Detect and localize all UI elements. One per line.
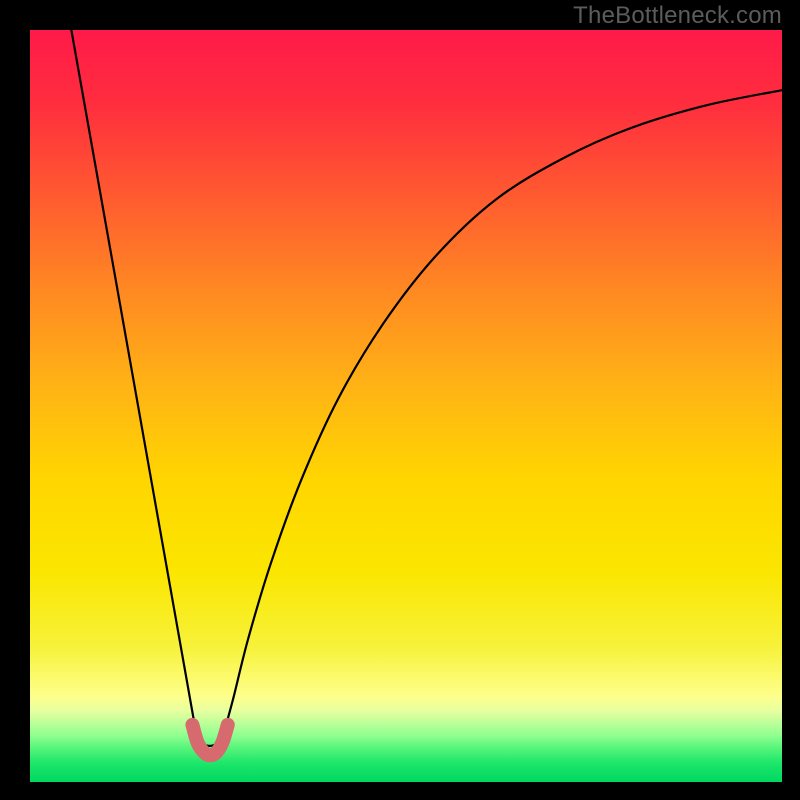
plot-area (30, 30, 782, 782)
bottleneck-chart-svg (0, 0, 800, 800)
chart-container: TheBottleneck.com (0, 0, 800, 800)
